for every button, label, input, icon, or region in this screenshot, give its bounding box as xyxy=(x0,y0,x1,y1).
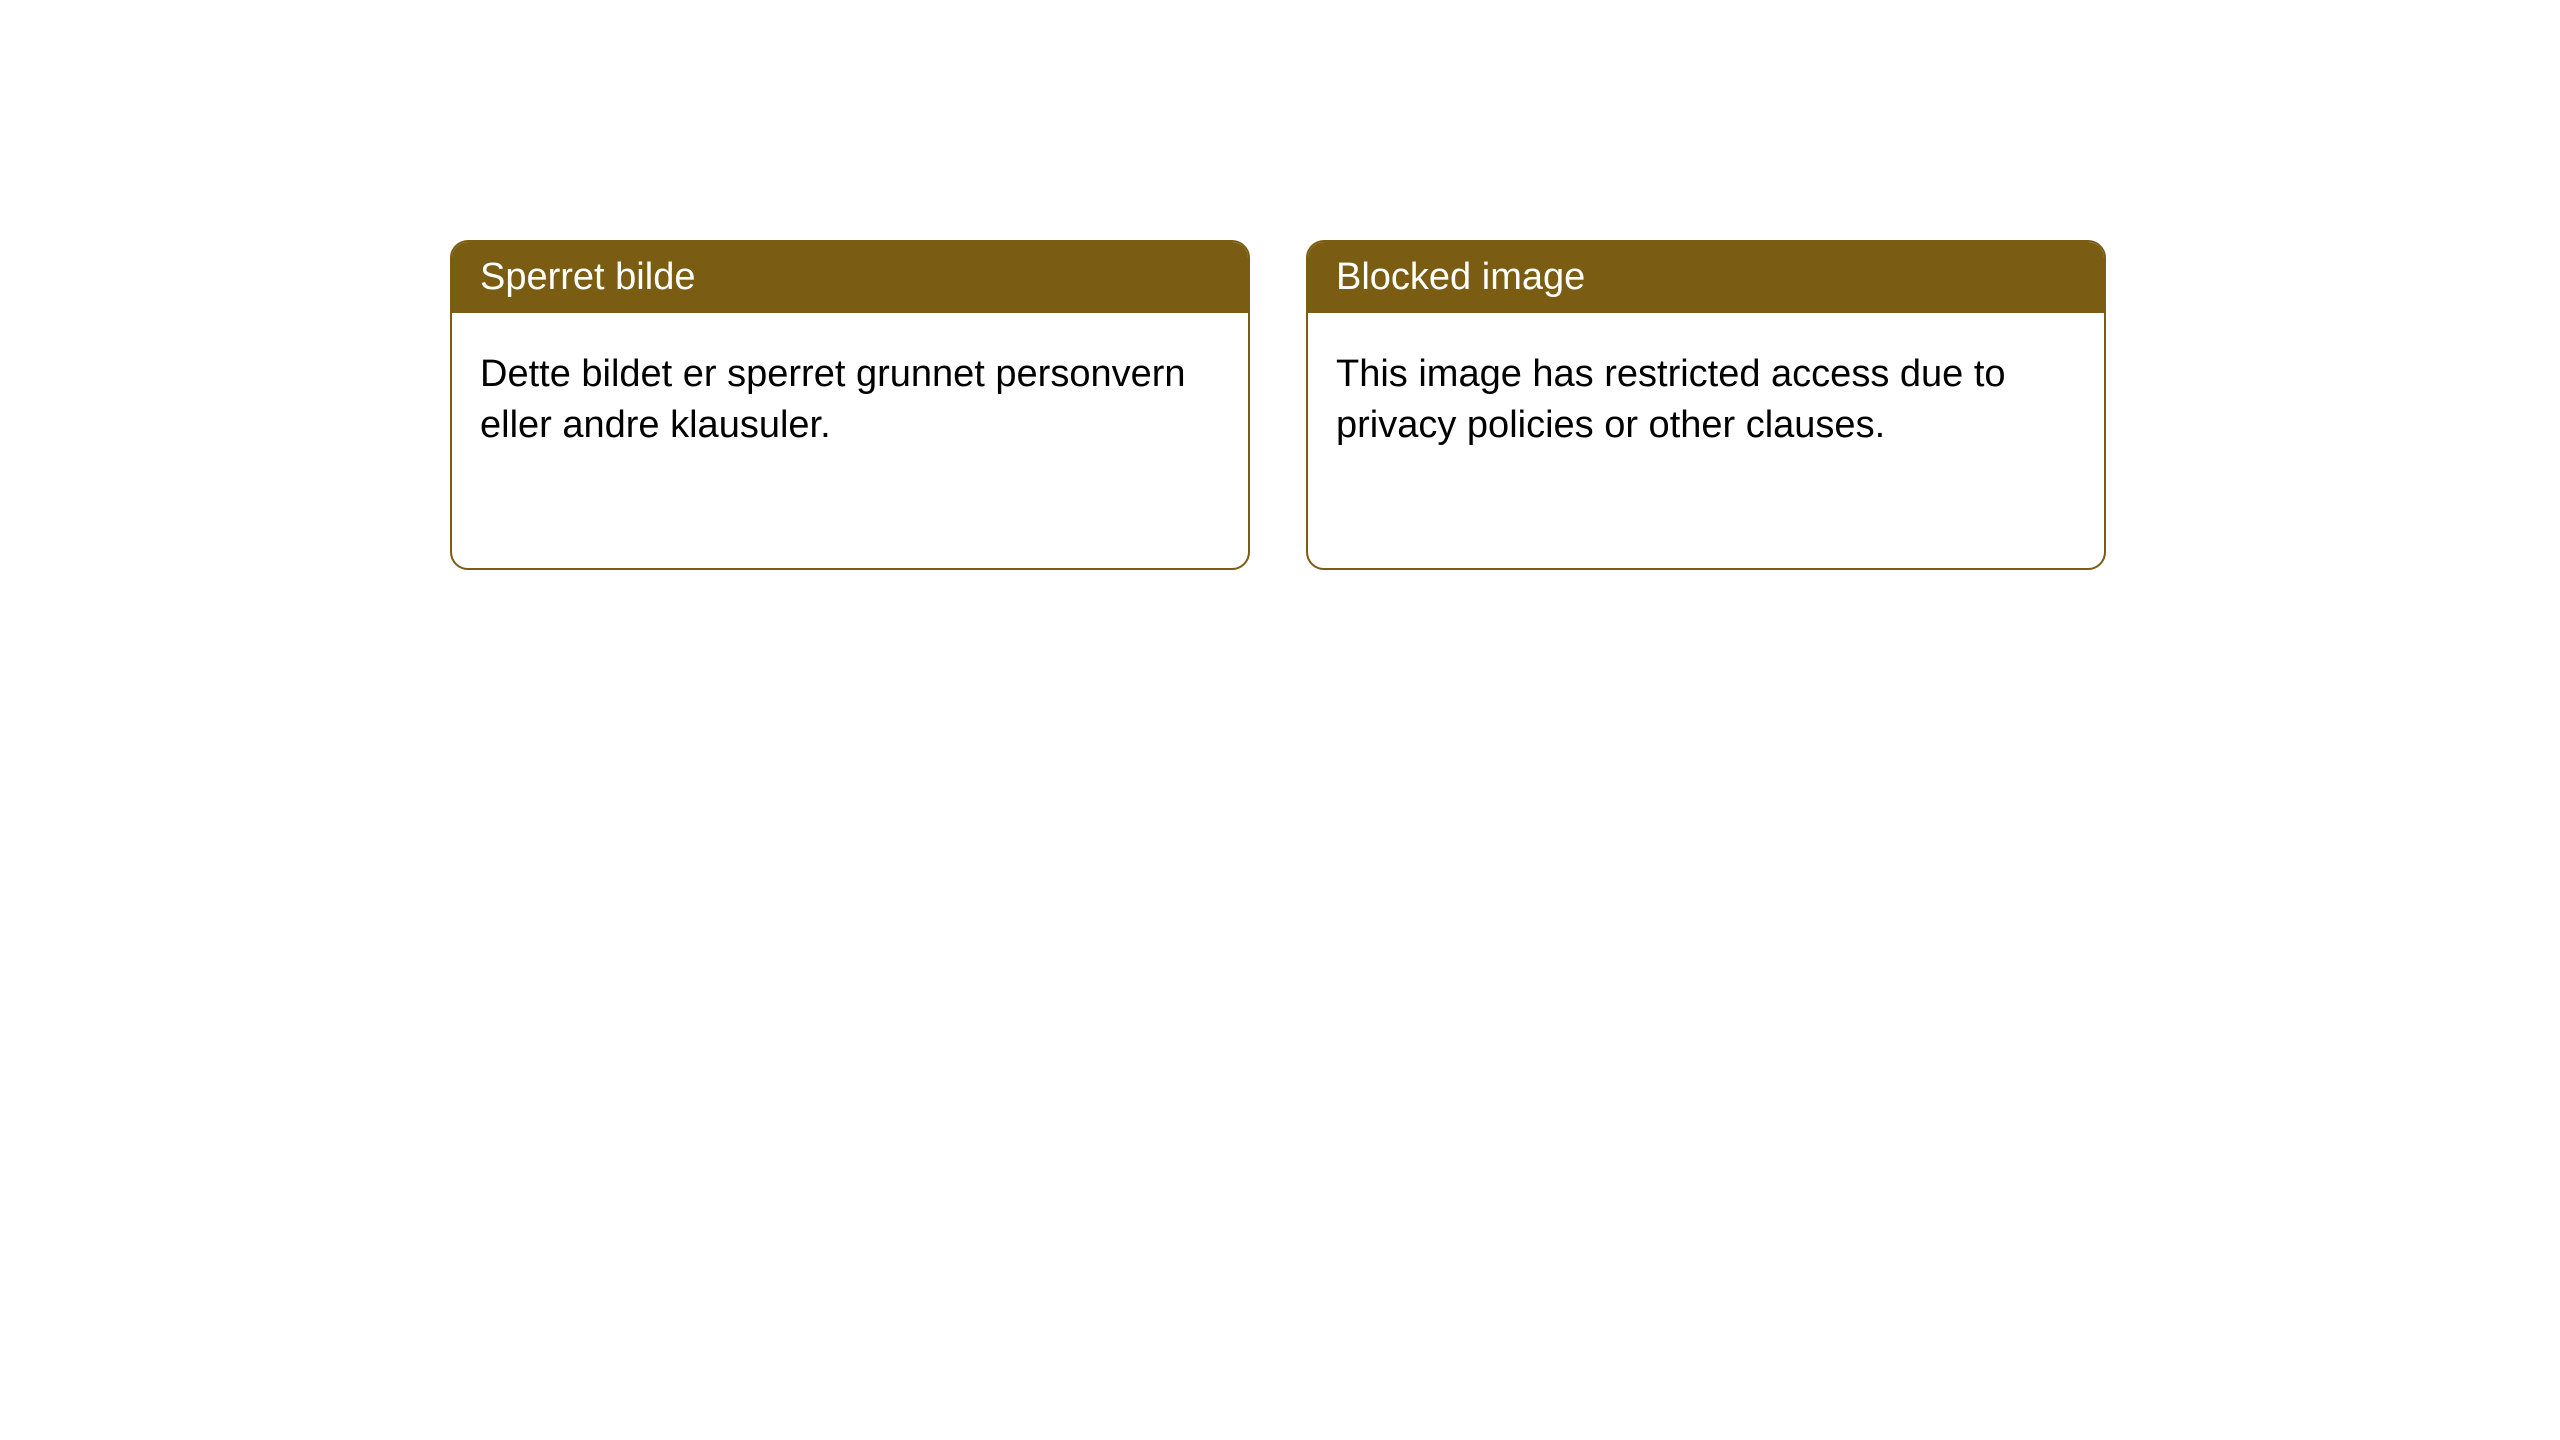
notice-body: Dette bildet er sperret grunnet personve… xyxy=(452,313,1248,488)
notice-card-english: Blocked image This image has restricted … xyxy=(1306,240,2106,570)
notice-header: Blocked image xyxy=(1308,242,2104,313)
notice-body: This image has restricted access due to … xyxy=(1308,313,2104,488)
notice-header: Sperret bilde xyxy=(452,242,1248,313)
notice-card-norwegian: Sperret bilde Dette bildet er sperret gr… xyxy=(450,240,1250,570)
notice-container: Sperret bilde Dette bildet er sperret gr… xyxy=(450,240,2106,570)
